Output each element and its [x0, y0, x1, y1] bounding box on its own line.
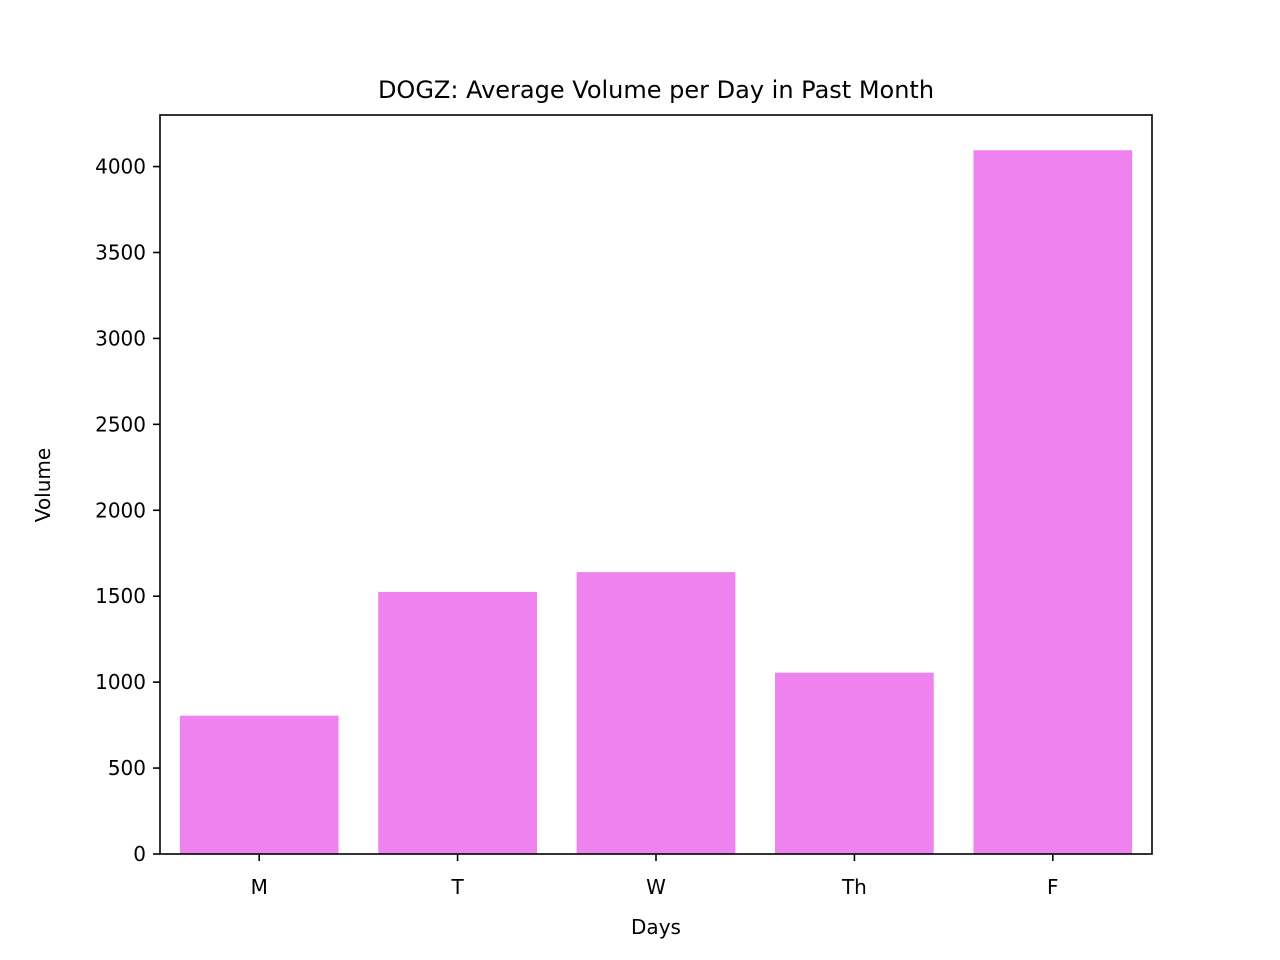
bar-th: [775, 672, 934, 854]
chart-title: DOGZ: Average Volume per Day in Past Mon…: [378, 76, 934, 104]
x-axis-label: Days: [631, 915, 681, 939]
x-tick-label: T: [450, 875, 464, 899]
y-tick-label: 1500: [95, 584, 146, 608]
bar-w: [576, 572, 736, 854]
y-tick-label: 0: [133, 842, 146, 866]
y-tick-label: 1000: [95, 670, 146, 694]
bars-group: [179, 150, 1133, 855]
y-tick-label: 3000: [95, 326, 146, 350]
x-tick-label: F: [1047, 875, 1059, 899]
y-axis: 0 500 1000 1500 2000 2500 3000 3500 4000: [95, 155, 160, 866]
x-tick-label: Th: [841, 875, 867, 899]
x-axis: M T W Th F: [251, 854, 1059, 899]
bar-m: [179, 715, 339, 854]
y-axis-label: Volume: [31, 448, 55, 522]
y-tick-label: 3500: [95, 240, 146, 264]
y-tick-label: 2500: [95, 412, 146, 436]
bar-t: [378, 591, 537, 854]
x-tick-label: W: [646, 875, 666, 899]
y-tick-label: 500: [108, 756, 146, 780]
x-tick-label: M: [251, 875, 268, 899]
bar-f: [973, 150, 1133, 855]
y-tick-label: 2000: [95, 498, 146, 522]
y-tick-label: 4000: [95, 155, 146, 179]
